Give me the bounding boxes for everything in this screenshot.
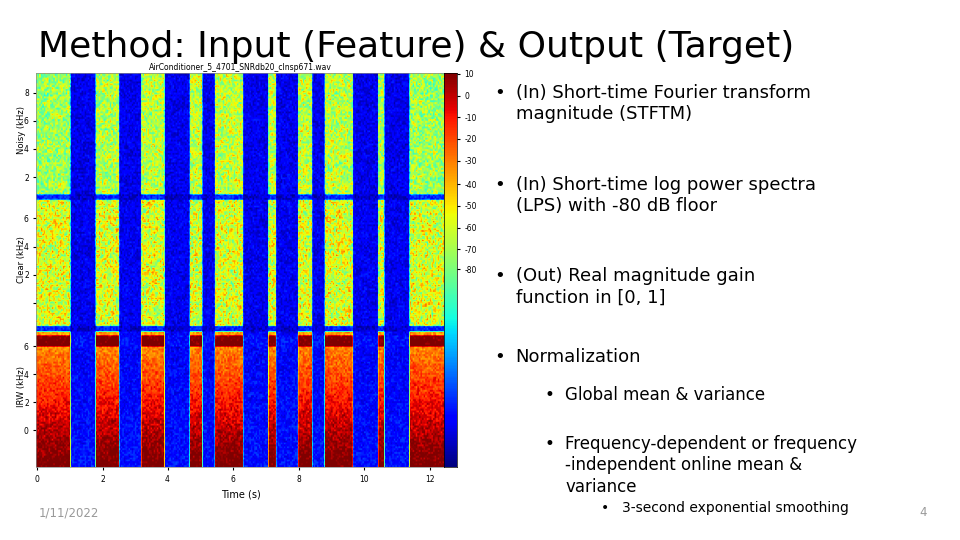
Text: •: • — [494, 84, 505, 102]
Text: •: • — [544, 435, 554, 453]
Text: (In) Short-time Fourier transform
magnitude (STFTM): (In) Short-time Fourier transform magnit… — [516, 84, 810, 123]
Text: (Out) Real magnitude gain
function in [0, 1]: (Out) Real magnitude gain function in [0… — [516, 267, 755, 307]
Text: 1/11/2022: 1/11/2022 — [38, 507, 99, 519]
Text: Noisy (kHz): Noisy (kHz) — [16, 106, 26, 153]
Text: •: • — [544, 386, 554, 404]
Text: 4: 4 — [919, 507, 926, 519]
Text: 3-second exponential smoothing: 3-second exponential smoothing — [622, 501, 849, 515]
Text: (In) Short-time log power spectra
(LPS) with -80 dB floor: (In) Short-time log power spectra (LPS) … — [516, 176, 815, 215]
Text: •: • — [601, 501, 610, 515]
Text: IRW (kHz): IRW (kHz) — [16, 366, 26, 407]
Title: AirConditioner_5_4701_SNRdb20_clnsp671.wav: AirConditioner_5_4701_SNRdb20_clnsp671.w… — [149, 63, 332, 72]
Text: Method: Input (Feature) & Output (Target): Method: Input (Feature) & Output (Target… — [38, 30, 795, 64]
Text: Normalization: Normalization — [516, 348, 641, 366]
Text: •: • — [494, 348, 505, 366]
Text: Global mean & variance: Global mean & variance — [565, 386, 765, 404]
Text: Clear (kHz): Clear (kHz) — [16, 236, 26, 282]
Text: Frequency-dependent or frequency
-independent online mean &
variance: Frequency-dependent or frequency -indepe… — [565, 435, 857, 496]
X-axis label: Time (s): Time (s) — [221, 489, 260, 500]
Text: •: • — [494, 267, 505, 285]
Text: •: • — [494, 176, 505, 193]
